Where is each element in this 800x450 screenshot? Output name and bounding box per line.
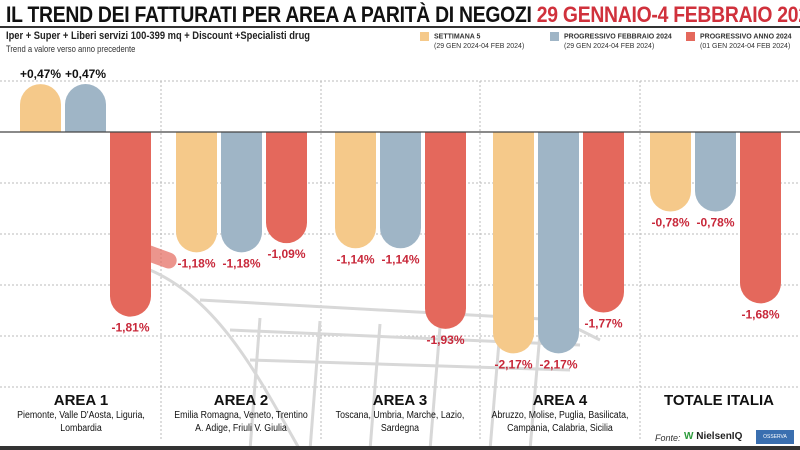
legend-item-settimana: SETTIMANA 5 (29 GEN 2024-04 FEB 2024) [420, 32, 524, 50]
bar [493, 132, 534, 354]
shopping-cart-wire [368, 323, 382, 450]
bar [175, 132, 217, 253]
data-label: -1,09% [267, 247, 305, 261]
legend-item-progressivo-febbraio: PROGRESSIVO FEBBRAIO 2024 (29 GEN 2024-04… [550, 32, 672, 50]
nielseniq-text: NielsenIQ [696, 431, 743, 442]
bar [650, 132, 691, 212]
title-rule [0, 26, 800, 28]
data-label: -0,78% [651, 216, 689, 230]
data-label: -1,68% [741, 307, 779, 321]
data-label: -0,78% [696, 216, 734, 230]
bar [110, 132, 151, 317]
title-period: 29 GENNAIO-4 FEBBRAIO 2024 [536, 2, 800, 27]
source-label: Fonte: [655, 433, 681, 443]
data-label: +0,47% [65, 67, 106, 81]
shopping-cart-wire [248, 317, 262, 450]
bar [425, 132, 466, 329]
bottom-rule [0, 446, 800, 450]
bar [538, 132, 579, 354]
legend-range: (29 GEN 2024-04 FEB 2024) [564, 43, 655, 50]
legend-label: PROGRESSIVO ANNO 2024 [700, 33, 792, 41]
category-label: AREA 3 [372, 392, 428, 409]
data-label: -1,14% [381, 252, 419, 266]
bar [583, 132, 624, 313]
data-label: -2,17% [539, 357, 577, 371]
legend-swatch [686, 32, 695, 41]
category-label: AREA 2 [213, 392, 269, 409]
data-label: -1,14% [336, 252, 374, 266]
title-text: IL TREND DEI FATTURATI PER AREA A PARITÀ… [6, 2, 532, 27]
shopping-cart-wire [428, 326, 442, 450]
data-label: +0,47% [20, 67, 61, 81]
category-totale-italia: TOTALE ITALIA [640, 392, 798, 409]
category-label: TOTALE ITALIA [664, 392, 774, 409]
shopping-cart-wire [308, 320, 322, 450]
data-label: -1,18% [177, 256, 215, 270]
subtitle: Iper + Super + Liberi servizi 100-399 mq… [6, 30, 310, 42]
category-area-1: AREA 1 Piemonte, Valle D'Aosta, Liguria, … [2, 392, 160, 435]
page-title: IL TREND DEI FATTURATI PER AREA A PARITÀ… [6, 2, 800, 28]
category-area-4: AREA 4 Abruzzo, Molise, Puglia, Basilicat… [481, 392, 639, 435]
shopping-cart-wire [488, 329, 502, 450]
nielseniq-logo: W NielsenIQ [684, 431, 743, 442]
data-label: -2,17% [494, 357, 532, 371]
bar [740, 132, 781, 304]
bar [65, 84, 106, 132]
legend-swatch [550, 32, 559, 41]
legend-label: PROGRESSIVO FEBBRAIO 2024 [564, 33, 672, 41]
data-label: -1,77% [584, 317, 622, 331]
category-subtitle: Abruzzo, Molise, Puglia, Basilicata, Cam… [491, 410, 629, 434]
note: Trend a valore verso anno precedente [6, 44, 136, 54]
bar [380, 132, 421, 249]
legend-range: (01 GEN 2024-04 FEB 2024) [700, 43, 791, 50]
category-label: AREA 1 [53, 392, 109, 409]
legend-swatch [420, 32, 429, 41]
data-label: -1,81% [111, 321, 149, 335]
osserva-italia-logo: OSSERVA ITALIA [756, 430, 794, 450]
category-subtitle: Piemonte, Valle D'Aosta, Liguria, Lombar… [17, 410, 145, 434]
legend-label: SETTIMANA 5 [434, 33, 481, 41]
bar [695, 132, 736, 212]
legend-range: (29 GEN 2024-04 FEB 2024) [434, 43, 525, 50]
category-subtitle: Emilia Romagna, Veneto, Trentino A. Adig… [174, 410, 308, 434]
data-label: -1,18% [222, 256, 260, 270]
shopping-cart-wire [528, 332, 542, 450]
category-label: AREA 4 [532, 392, 588, 409]
bar [221, 132, 262, 253]
category-area-3: AREA 3 Toscana, Umbria, Marche, Lazio, Sa… [321, 392, 479, 435]
bar [266, 132, 307, 244]
legend-item-progressivo-anno: PROGRESSIVO ANNO 2024 (01 GEN 2024-04 FEB… [686, 32, 792, 50]
bar [20, 84, 61, 132]
bar [335, 132, 376, 249]
category-subtitle: Toscana, Umbria, Marche, Lazio, Sardegna [335, 410, 465, 434]
data-label: -1,93% [426, 333, 464, 347]
category-area-2: AREA 2 Emilia Romagna, Veneto, Trentino A… [162, 392, 320, 435]
